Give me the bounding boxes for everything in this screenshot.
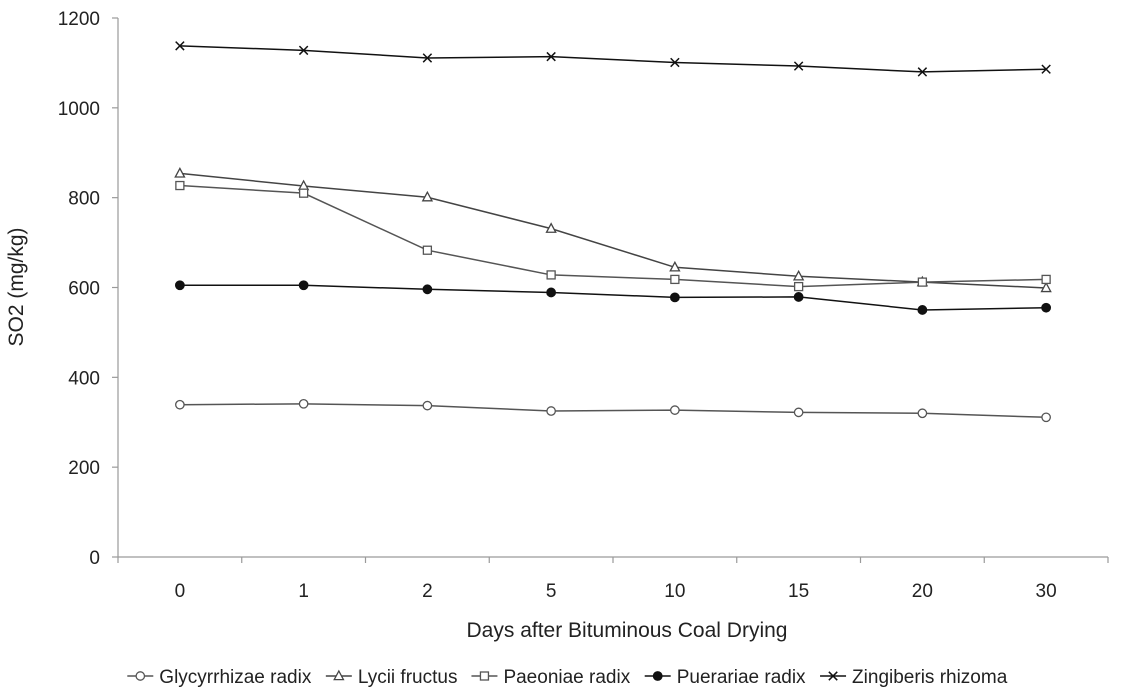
- data-point-paeoniae-radix: [917, 277, 928, 287]
- data-point-lycii-fructus: [792, 269, 805, 281]
- legend-marker: [652, 671, 663, 681]
- data-point-lycii-fructus: [669, 260, 681, 272]
- data-point-glycyrrhizae-radix: [298, 398, 309, 409]
- legend-label: Lycii fructus: [358, 667, 458, 688]
- data-point-puerariae-radix: [422, 284, 433, 295]
- x-tick-label: 5: [546, 581, 557, 602]
- x-ticks: 0 1 2 5 10 15 20 30: [117, 557, 1109, 602]
- data-point-zingiberis-rhizoma: [422, 53, 433, 63]
- legend-item-glycyrrhizae-radix: Glycyrrhizae radix: [127, 667, 312, 688]
- data-point-zingiberis-rhizoma: [670, 57, 680, 68]
- data-point-glycyrrhizae-radix: [422, 400, 433, 411]
- x-tick-label: 2: [422, 581, 433, 602]
- series-paeoniae-radix: [175, 180, 1051, 292]
- x-axis-title: Days after Bituminous Coal Drying: [467, 619, 788, 642]
- data-point-puerariae-radix: [1041, 302, 1052, 313]
- axes: [117, 18, 1108, 558]
- series-line-lycii-fructus: [179, 172, 1047, 289]
- data-point-puerariae-radix: [793, 292, 804, 302]
- legend-marker: [828, 671, 838, 681]
- series-glycyrrhizae-radix: [175, 398, 1051, 423]
- legend-label: Glycyrrhizae radix: [159, 667, 312, 688]
- data-point-paeoniae-radix: [175, 180, 185, 191]
- data-point-zingiberis-rhizoma: [298, 45, 309, 56]
- series-layer: [174, 41, 1052, 423]
- data-point-puerariae-radix: [546, 287, 557, 298]
- y-ticks: 0 200 400 600 800 1000 1200: [58, 9, 118, 569]
- data-point-zingiberis-rhizoma: [175, 41, 185, 51]
- y-tick-label: 1000: [58, 99, 100, 120]
- y-tick-label: 800: [68, 189, 100, 210]
- x-tick-label: 20: [912, 581, 933, 602]
- y-tick-label: 200: [68, 458, 100, 479]
- x-tick-label: 30: [1036, 581, 1057, 602]
- data-point-zingiberis-rhizoma: [793, 61, 804, 71]
- data-point-lycii-fructus: [174, 167, 186, 178]
- x-tick-label: 0: [175, 581, 186, 602]
- series-zingiberis-rhizoma: [175, 41, 1051, 77]
- data-point-glycyrrhizae-radix: [175, 399, 185, 410]
- legend-item-zingiberis-rhizoma: Zingiberis rhizoma: [820, 667, 1008, 688]
- legend-item-paeoniae-radix: Paeoniae radix: [471, 667, 631, 688]
- legend-item-lycii-fructus: Lycii fructus: [325, 667, 458, 688]
- data-point-glycyrrhizae-radix: [917, 408, 928, 419]
- data-point-paeoniae-radix: [422, 245, 433, 255]
- data-point-glycyrrhizae-radix: [670, 405, 680, 415]
- data-point-glycyrrhizae-radix: [546, 406, 556, 416]
- y-tick-label: 600: [68, 279, 100, 300]
- x-tick-label: 1: [298, 581, 309, 602]
- legend-item-puerariae-radix: Puerariae radix: [644, 667, 806, 688]
- data-point-paeoniae-radix: [298, 188, 309, 198]
- data-point-paeoniae-radix: [793, 281, 804, 292]
- data-point-lycii-fructus: [1040, 281, 1052, 293]
- data-point-zingiberis-rhizoma: [917, 67, 928, 77]
- y-tick-label: 400: [68, 368, 100, 389]
- legend-marker: [333, 669, 345, 681]
- legend-label: Puerariae radix: [677, 667, 806, 688]
- data-point-paeoniae-radix: [670, 274, 680, 285]
- legend-label: Paeoniae radix: [503, 667, 630, 688]
- data-point-puerariae-radix: [174, 280, 185, 291]
- series-line-paeoniae-radix: [179, 184, 1047, 288]
- series-line-zingiberis-rhizoma: [179, 45, 1047, 73]
- data-point-lycii-fructus: [545, 222, 557, 233]
- series-puerariae-radix: [174, 280, 1052, 315]
- data-point-glycyrrhizae-radix: [1041, 412, 1051, 423]
- legend-label: Zingiberis rhizoma: [852, 667, 1008, 688]
- series-line-glycyrrhizae-radix: [179, 403, 1047, 419]
- data-point-puerariae-radix: [298, 280, 309, 291]
- legend-marker: [479, 671, 490, 681]
- y-tick-label: 0: [89, 548, 100, 569]
- legend: Glycyrrhizae radix Lycii fructus Paeoniae …: [127, 667, 1008, 688]
- y-axis-title: SO2 (mg/kg): [5, 227, 28, 346]
- x-tick-label: 10: [664, 581, 685, 602]
- data-point-paeoniae-radix: [546, 270, 556, 280]
- legend-marker: [135, 671, 146, 681]
- data-point-paeoniae-radix: [1041, 274, 1051, 285]
- data-point-puerariae-radix: [669, 292, 680, 303]
- x-tick-label: 15: [788, 581, 809, 602]
- y-tick-label: 1200: [58, 9, 100, 30]
- data-point-zingiberis-rhizoma: [546, 51, 556, 62]
- data-point-puerariae-radix: [917, 305, 928, 315]
- data-point-zingiberis-rhizoma: [1041, 64, 1051, 74]
- data-point-lycii-fructus: [421, 190, 434, 202]
- series-lycii-fructus: [174, 167, 1052, 293]
- data-point-glycyrrhizae-radix: [793, 407, 804, 418]
- series-line-puerariae-radix: [179, 284, 1047, 311]
